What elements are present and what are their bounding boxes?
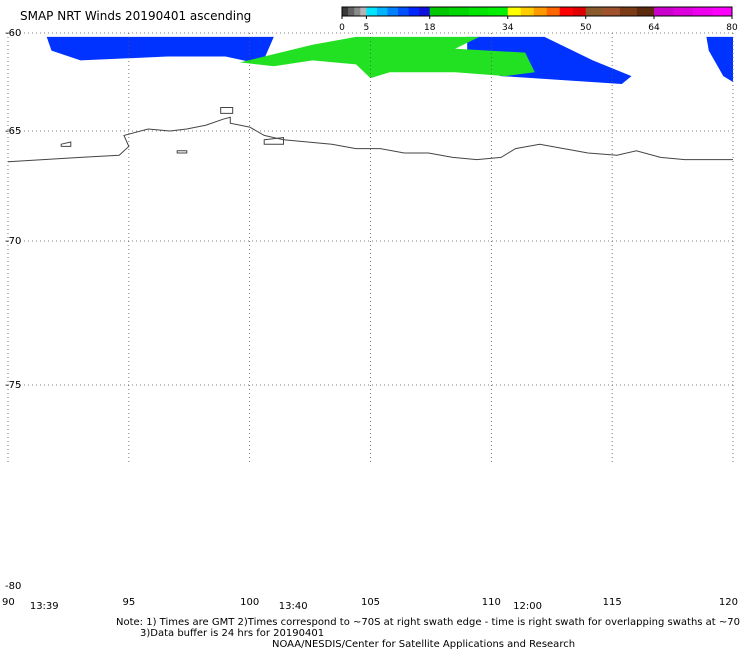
longitude-tick-labels: 90 95 100 105 110 115 120: [2, 597, 738, 608]
colorbar-swatch: [693, 7, 713, 16]
island-outline: [60, 141, 72, 147]
longitude-label: 120: [719, 597, 738, 608]
page-title: SMAP NRT Winds 20190401 ascending: [20, 9, 252, 23]
colorbar-swatch: [376, 7, 388, 16]
colorbar-swatch: [619, 7, 638, 16]
wind-swath-5-18: [706, 36, 733, 82]
colorbar-label: 18: [424, 23, 436, 33]
colorbar-swatch: [468, 7, 489, 16]
wind-map: -60 -65 -70 -75 -80 90 95 100 105 110 115 120 13:3…: [2, 28, 738, 612]
latitude-label: -75: [5, 380, 21, 391]
credit-line: NOAA/NESDIS/Center for Satellite Applica…: [272, 639, 576, 650]
colorbar-swatch: [348, 7, 355, 16]
colorbar-swatch: [360, 7, 367, 16]
note-line-1: Note: 1) Times are GMT 2)Times correspon…: [116, 617, 740, 628]
swath-time-labels: 13:39 13:40 12:00: [30, 601, 542, 612]
wind-speed-colorbar: 0 5 18 34 50 64 80: [339, 6, 738, 33]
longitude-label: 95: [122, 597, 135, 608]
antarctic-coastline: [7, 116, 733, 163]
colorbar-swatch: [449, 7, 470, 16]
colorbar-swatch: [602, 7, 621, 16]
colorbar-label: 64: [648, 23, 660, 33]
island-outline: [220, 107, 234, 114]
colorbar-label: 5: [364, 23, 370, 33]
colorbar-swatch: [572, 7, 587, 16]
swath-time-label: 13:40: [279, 601, 308, 612]
longitude-label: 105: [361, 597, 380, 608]
colorbar-swatch: [533, 7, 548, 16]
colorbar-swatch: [342, 7, 349, 16]
swath-time-label: 12:00: [513, 601, 542, 612]
colorbar-label: 34: [502, 23, 514, 33]
colorbar-swatch: [429, 7, 450, 16]
graticule-grid: [7, 32, 734, 465]
latitude-label: -80: [5, 581, 21, 592]
latitude-label: -70: [5, 236, 21, 247]
colorbar-swatch: [366, 7, 378, 16]
colorbar-labels: 0 5 18 34 50 64 80: [339, 16, 738, 33]
island-outline: [263, 137, 284, 145]
colorbar-swatch: [654, 7, 674, 16]
longitude-label: 90: [2, 597, 15, 608]
latitude-tick-labels: -60 -65 -70 -75 -80: [5, 28, 21, 592]
latitude-label: -65: [5, 126, 21, 137]
colorbar-swatch: [387, 7, 399, 16]
colorbar-swatch: [419, 7, 431, 16]
colorbar-swatch: [673, 7, 694, 16]
colorbar-label: 0: [339, 23, 345, 33]
latitude-label: -60: [5, 28, 21, 39]
wind-swath-layer: [46, 36, 733, 84]
colorbar-swatch: [636, 7, 655, 16]
colorbar-swatch: [546, 7, 561, 16]
island-outline: [176, 150, 188, 154]
colorbar-swatch: [585, 7, 604, 16]
longitude-label: 115: [603, 597, 622, 608]
colorbar-swatch: [712, 7, 733, 16]
note-line-2: 3)Data buffer is 24 hrs for 20190401: [140, 628, 325, 639]
coastline-layer: [7, 107, 733, 163]
wind-swath-5-18: [46, 36, 274, 65]
colorbar-label: 80: [726, 23, 738, 33]
colorbar-swatch: [507, 7, 522, 16]
colorbar-swatch: [520, 7, 535, 16]
longitude-label: 100: [240, 597, 259, 608]
colorbar-swatch: [354, 7, 361, 16]
longitude-label: 110: [482, 597, 501, 608]
swath-time-label: 13:39: [30, 601, 59, 612]
colorbar-frame: [341, 6, 733, 17]
colorbar-swatch: [488, 7, 509, 16]
colorbar-swatch: [398, 7, 410, 16]
colorbar-swatches: [341, 6, 733, 17]
wind-swath-18-34: [240, 36, 535, 79]
colorbar-label: 50: [580, 23, 592, 33]
colorbar-swatch: [408, 7, 420, 16]
colorbar-swatch: [559, 7, 574, 16]
